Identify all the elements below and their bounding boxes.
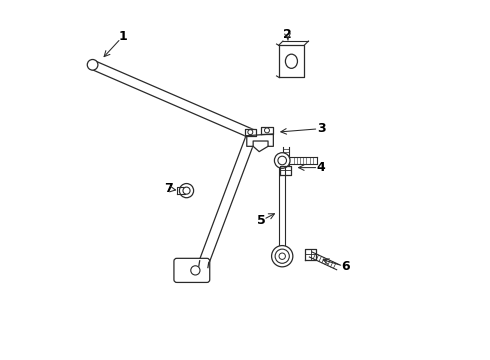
Ellipse shape [285,54,297,68]
Polygon shape [245,129,256,136]
Circle shape [183,187,190,194]
Circle shape [271,246,293,267]
Polygon shape [176,187,185,194]
Polygon shape [279,168,285,245]
Circle shape [248,130,253,135]
Polygon shape [199,261,209,267]
Text: 4: 4 [317,161,325,174]
Text: 5: 5 [257,214,265,227]
Text: 3: 3 [317,122,325,135]
Polygon shape [279,45,304,77]
Circle shape [191,266,200,275]
Text: 6: 6 [342,260,350,273]
Circle shape [87,59,98,70]
Circle shape [265,128,270,133]
Polygon shape [305,249,316,260]
Polygon shape [247,130,257,138]
Circle shape [278,156,287,165]
Text: 2: 2 [283,28,292,41]
Polygon shape [290,157,317,164]
FancyBboxPatch shape [174,258,210,283]
Circle shape [275,249,289,263]
Text: 1: 1 [119,30,127,43]
Polygon shape [261,127,273,134]
Polygon shape [199,132,257,263]
Polygon shape [91,60,254,138]
Polygon shape [253,141,268,152]
Circle shape [179,184,194,198]
Text: 7: 7 [165,183,173,195]
Polygon shape [309,252,339,270]
Circle shape [274,153,290,168]
Polygon shape [247,134,273,146]
Polygon shape [280,166,292,175]
Circle shape [279,253,285,260]
